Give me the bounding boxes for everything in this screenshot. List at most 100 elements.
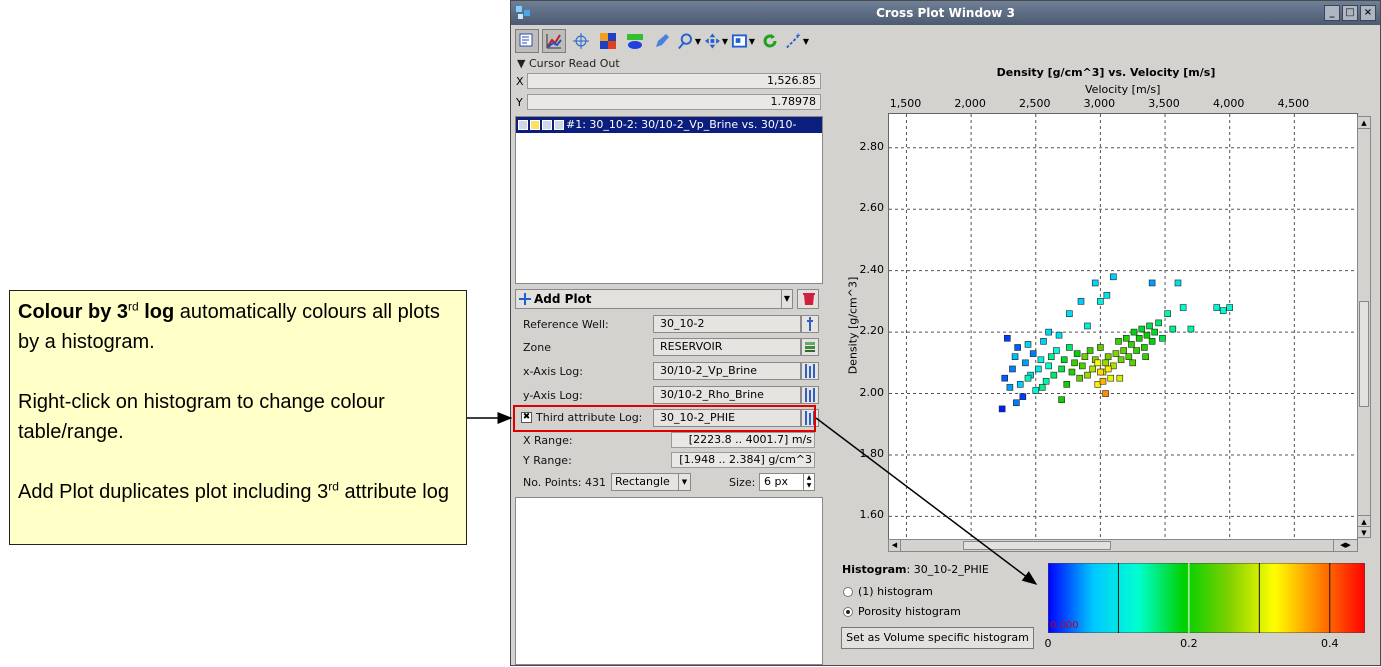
scatter-point[interactable] — [1187, 325, 1195, 333]
scatter-point[interactable] — [1084, 371, 1091, 379]
scatter-point[interactable] — [1226, 304, 1234, 311]
vertical-scrollbar[interactable]: ▲ ▲ ▼ — [1357, 116, 1371, 538]
marker-shape-select[interactable]: Rectangle ▼ — [611, 473, 691, 491]
set-volume-histogram-button[interactable]: Set as Volume specific histogram — [841, 627, 1034, 649]
scatter-point[interactable] — [998, 405, 1006, 413]
scatter-point[interactable] — [1086, 347, 1094, 354]
scatter-point[interactable] — [1006, 384, 1014, 391]
marker-size-stepper[interactable]: 6 px ▲ ▼ — [759, 473, 815, 491]
plot-area[interactable] — [888, 113, 1359, 541]
edit-icon[interactable] — [554, 120, 564, 130]
scatter-point[interactable] — [1042, 377, 1050, 385]
third-attribute-field[interactable]: 30_10-2_PHIE — [653, 409, 801, 427]
scatter-point[interactable] — [1143, 331, 1151, 339]
scatter-point[interactable] — [1050, 371, 1058, 379]
pan-icon[interactable]: ▼ — [704, 29, 728, 53]
scatter-point[interactable] — [1179, 304, 1187, 311]
y-axis-log-picker[interactable] — [801, 386, 819, 404]
delete-plot-button[interactable] — [797, 289, 819, 309]
histogram-colorbar[interactable]: 0.000 — [1047, 562, 1366, 634]
polygon-icon[interactable] — [623, 29, 647, 53]
scatter-point[interactable] — [1129, 359, 1137, 367]
scatter-point[interactable] — [1174, 279, 1182, 287]
scatter-point[interactable] — [1068, 368, 1076, 376]
scatter-point[interactable] — [1155, 319, 1162, 327]
scatter-point[interactable] — [1122, 334, 1130, 342]
scatter-point[interactable] — [1019, 393, 1027, 400]
scatter-point[interactable] — [1097, 344, 1104, 351]
scatter-point[interactable] — [1107, 374, 1115, 382]
scatter-point[interactable] — [1117, 356, 1125, 364]
scatter-point[interactable] — [1091, 279, 1099, 287]
color-icon[interactable] — [542, 120, 552, 130]
scroll-down-button-2[interactable]: ▼ — [1358, 526, 1370, 538]
scatter-point[interactable] — [1219, 307, 1227, 314]
scroll-down-button[interactable]: ▲ — [1358, 515, 1370, 527]
stepper-arrows-icon[interactable]: ▲ ▼ — [803, 474, 814, 490]
minimize-button[interactable]: _ — [1324, 5, 1340, 21]
horizontal-scroll-thumb[interactable] — [963, 541, 1111, 550]
pencil-icon[interactable] — [650, 29, 674, 53]
add-plot-dropdown[interactable]: ▼ — [781, 289, 793, 309]
scatter-point[interactable] — [1135, 334, 1143, 342]
scatter-point[interactable] — [1159, 334, 1166, 342]
scatter-point[interactable] — [1110, 273, 1117, 281]
zone-field[interactable]: RESERVOIR — [653, 338, 801, 356]
visibility-icon[interactable] — [518, 120, 528, 130]
scatter-point[interactable] — [1045, 362, 1052, 370]
scatter-point[interactable] — [1022, 359, 1029, 367]
scatter-point[interactable] — [1071, 359, 1078, 367]
refresh-icon[interactable] — [758, 29, 782, 53]
scatter-point[interactable] — [1133, 347, 1140, 354]
histogram-option-2[interactable]: Porosity histogram — [843, 605, 961, 618]
scatter-point[interactable] — [1142, 353, 1149, 360]
scatter-point[interactable] — [1125, 353, 1133, 360]
scatter-point[interactable] — [1112, 350, 1120, 357]
scatter-point[interactable] — [1063, 381, 1071, 388]
scatter-point[interactable] — [1084, 322, 1091, 330]
scatter-point[interactable] — [1035, 365, 1042, 373]
scatter-point[interactable] — [1014, 344, 1021, 351]
vertical-scroll-thumb[interactable] — [1359, 301, 1369, 407]
cursor-readout-header[interactable]: ▼ Cursor Read Out — [517, 57, 620, 70]
radio-unselected-icon[interactable] — [843, 586, 853, 597]
scroll-left-button[interactable]: ◀ — [889, 540, 901, 551]
scatter-point[interactable] — [1009, 365, 1016, 373]
scatter-point[interactable] — [1097, 298, 1104, 305]
scatter-point[interactable] — [1099, 377, 1107, 385]
scatter-point[interactable] — [1066, 344, 1073, 351]
scatter-point[interactable] — [1079, 362, 1086, 370]
radio-selected-icon[interactable] — [843, 606, 853, 617]
zone-picker[interactable] — [801, 338, 819, 356]
scatter-point[interactable] — [1213, 304, 1221, 311]
scatter-point[interactable] — [1016, 381, 1024, 388]
scatter-point[interactable] — [1073, 350, 1081, 357]
scatter-point[interactable] — [1058, 365, 1065, 373]
scatter-point[interactable] — [1103, 291, 1111, 299]
select-plot-icon[interactable] — [515, 29, 539, 53]
scatter-point[interactable] — [1029, 350, 1037, 357]
scatter-point[interactable] — [1040, 338, 1047, 345]
scatter-point[interactable] — [1116, 374, 1124, 382]
scatter-point[interactable] — [1037, 356, 1045, 364]
scatter-point[interactable] — [1038, 384, 1046, 391]
scatter-point[interactable] — [1104, 365, 1112, 373]
scatter-point[interactable] — [1151, 328, 1159, 336]
scatter-point[interactable] — [1097, 368, 1104, 376]
scatter-point[interactable] — [1115, 338, 1122, 345]
reference-well-picker[interactable] — [801, 315, 819, 333]
scatter-point[interactable] — [1128, 341, 1135, 348]
horizontal-scrollbar[interactable]: ◀ ◀▶ — [888, 539, 1358, 552]
scatter-point[interactable] — [1077, 298, 1085, 305]
plot-list-item[interactable]: #1: 30_10-2: 30/10-2_Vp_Brine vs. 30/10- — [516, 117, 822, 133]
scatter-point[interactable] — [1089, 365, 1096, 373]
scatter-point[interactable] — [1138, 325, 1146, 333]
scatter-point[interactable] — [1004, 334, 1011, 342]
scatter-point[interactable] — [1058, 396, 1065, 403]
line-style-icon[interactable] — [530, 120, 540, 130]
scroll-up-button[interactable]: ▲ — [1358, 117, 1370, 129]
scatter-plot[interactable] — [889, 114, 1359, 541]
scatter-point[interactable] — [1141, 344, 1148, 351]
scatter-point[interactable] — [1066, 310, 1073, 317]
scatter-point[interactable] — [1001, 374, 1009, 382]
